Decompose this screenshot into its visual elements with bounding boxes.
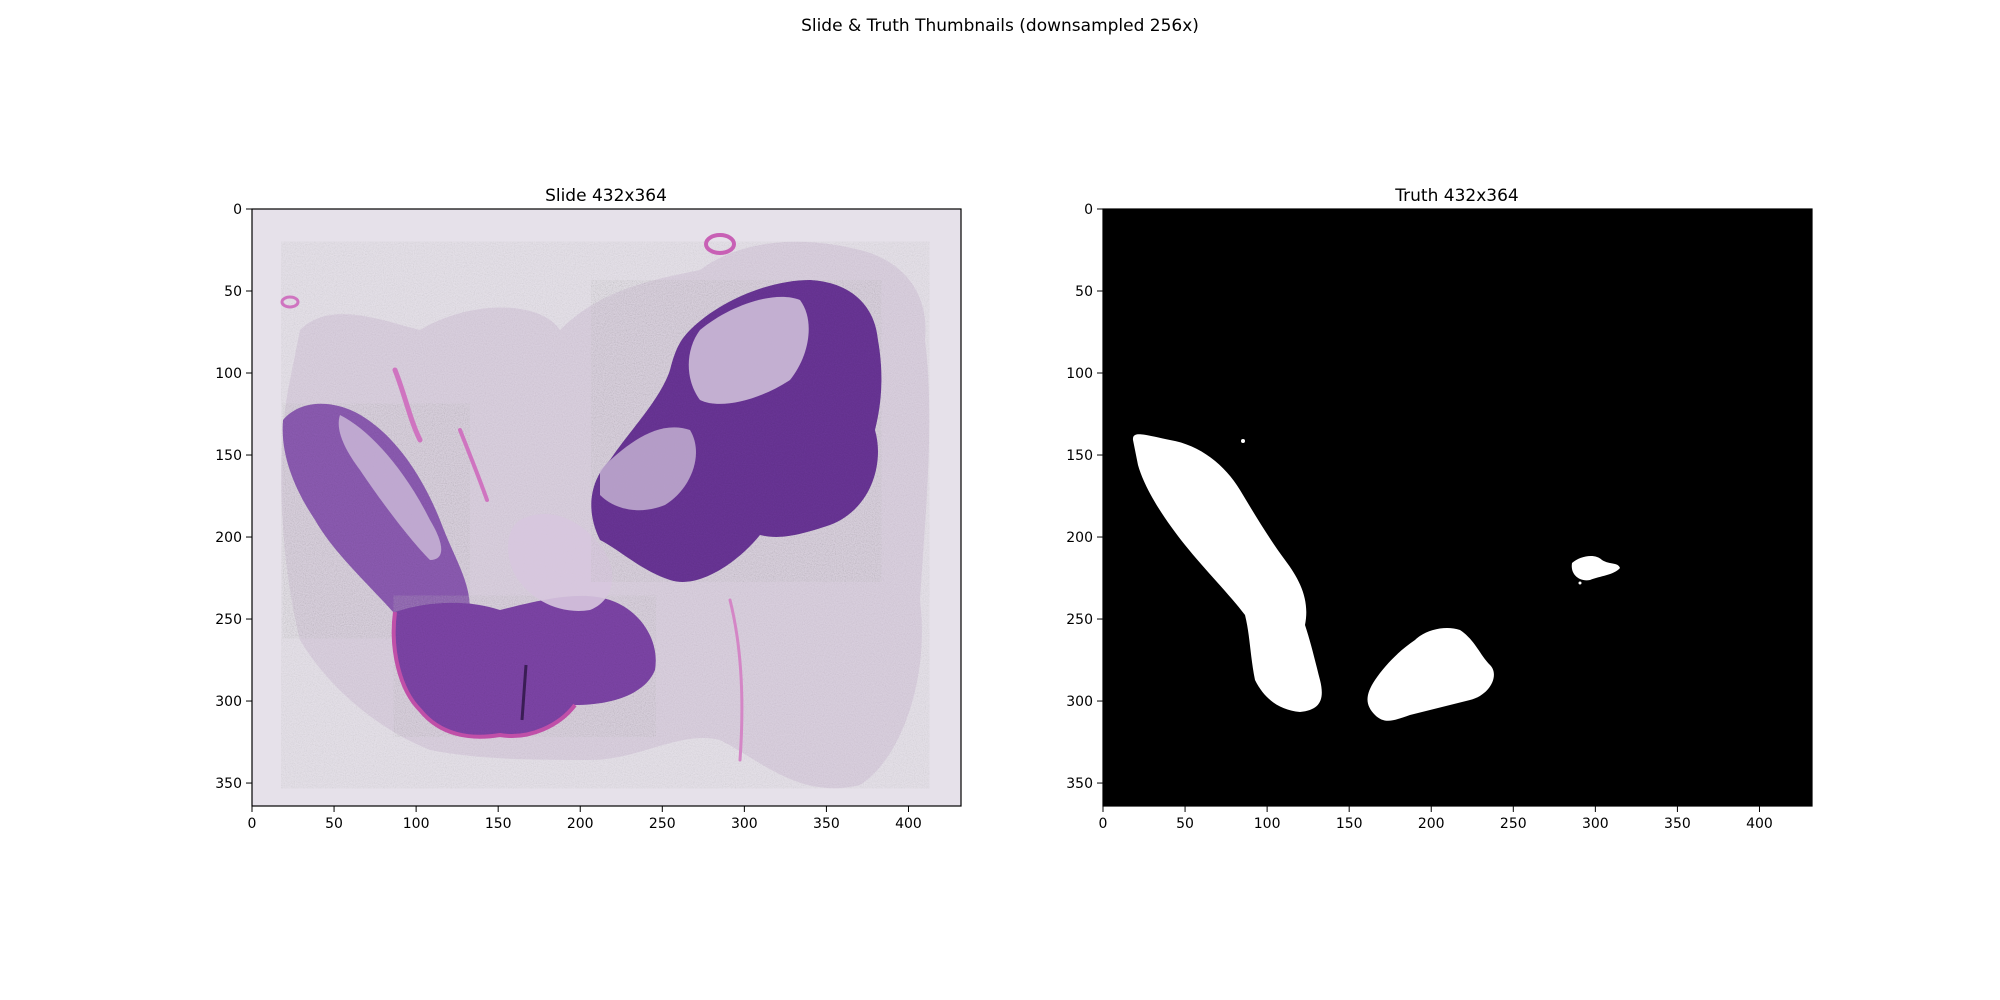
- figure-title: Slide & Truth Thumbnails (downsampled 25…: [801, 16, 1199, 36]
- truth-x-axis: 0 50 100 150 200 250 300 350 400: [1099, 806, 1773, 832]
- slide-x-tick-label: 0: [248, 816, 257, 832]
- slide-fold-crack: [520, 664, 528, 721]
- truth-mask-lower-region: [1367, 628, 1494, 721]
- truth-mask-fleck: [1241, 439, 1245, 443]
- truth-mask-fleck: [1578, 581, 1582, 585]
- slide-pink-vessel: [704, 233, 736, 255]
- truth-y-tick-label: 50: [1075, 284, 1093, 300]
- slide-lobe-left: [282, 403, 470, 639]
- truth-image: [1103, 209, 1812, 806]
- truth-x-tick-label: 50: [1176, 816, 1194, 832]
- slide-pink-strand: [392, 367, 423, 443]
- slide-x-tick-label: 300: [731, 816, 758, 832]
- slide-lower-pink-rim: [391, 611, 577, 739]
- slide-y-tick-label: 200: [215, 530, 242, 546]
- truth-y-axis: 0 50 100 150 200 250 300 350: [1066, 202, 1103, 792]
- truth-y-tick-label: 100: [1066, 366, 1093, 382]
- slide-y-tick-label: 350: [215, 776, 242, 792]
- slide-y-tick-label: 50: [224, 284, 242, 300]
- slide-y-tick-label: 300: [215, 694, 242, 710]
- slide-y-axis: 0 50 100 150 200 250 300 350: [215, 202, 252, 792]
- slide-lobe-left-pale: [338, 415, 442, 560]
- slide-lobe-right: [591, 280, 882, 582]
- slide-x-tick-label: 100: [403, 816, 430, 832]
- slide-lobe-right-pale2: [600, 427, 696, 511]
- slide-panel: Slide 432x364 0 50 100 150 200: [215, 186, 962, 832]
- truth-y-tick-label: 300: [1066, 694, 1093, 710]
- truth-x-tick-label: 0: [1099, 816, 1108, 832]
- truth-x-tick-label: 300: [1582, 816, 1609, 832]
- slide-pink-vessel: [280, 295, 300, 309]
- truth-x-tick-label: 200: [1418, 816, 1445, 832]
- slide-x-tick-label: 50: [325, 816, 343, 832]
- slide-pink-strand: [458, 428, 489, 502]
- truth-panel: Truth 432x364 0 50 100 150 200 250 300 350 400 0…: [1066, 186, 1813, 832]
- truth-y-tick-label: 250: [1066, 612, 1093, 628]
- truth-x-tick-label: 250: [1500, 816, 1527, 832]
- truth-y-tick-label: 200: [1066, 530, 1093, 546]
- slide-axes-frame: [251, 208, 962, 807]
- slide-y-tick-label: 0: [233, 202, 242, 218]
- slide-image: [252, 209, 961, 806]
- slide-x-axis: 0 50 100 150 200 250 300 350 400: [248, 806, 922, 832]
- truth-mask-small-spot: [1571, 556, 1620, 581]
- slide-x-tick-label: 400: [895, 816, 922, 832]
- slide-x-tick-label: 200: [567, 816, 594, 832]
- truth-y-tick-label: 0: [1084, 202, 1093, 218]
- slide-panel-title: Slide 432x364: [545, 186, 667, 206]
- slide-lobe-right-pale: [688, 296, 809, 404]
- truth-x-tick-label: 150: [1336, 816, 1363, 832]
- truth-y-tick-label: 350: [1066, 776, 1093, 792]
- truth-x-tick-label: 350: [1664, 816, 1691, 832]
- truth-mask-left-region: [1132, 434, 1322, 712]
- slide-y-tick-label: 150: [215, 448, 242, 464]
- slide-x-tick-label: 150: [485, 816, 512, 832]
- truth-y-tick-label: 150: [1066, 448, 1093, 464]
- slide-central-pale: [508, 514, 613, 611]
- truth-axes-frame: [1102, 208, 1813, 807]
- truth-x-tick-label: 400: [1746, 816, 1773, 832]
- truth-x-tick-label: 100: [1254, 816, 1281, 832]
- truth-panel-title: Truth 432x364: [1394, 186, 1518, 206]
- slide-x-tick-label: 350: [813, 816, 840, 832]
- slide-y-tick-label: 100: [215, 366, 242, 382]
- slide-x-tick-label: 250: [649, 816, 676, 832]
- slide-pink-strand: [728, 598, 744, 762]
- slide-y-tick-label: 250: [215, 612, 242, 628]
